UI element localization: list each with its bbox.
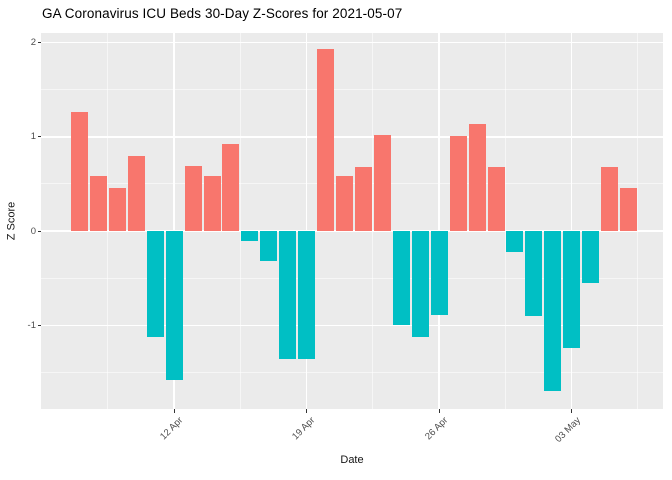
bar-negative [298,231,316,360]
x-tick-label: 26 Apr [422,415,450,443]
bar-negative [260,231,278,262]
gridline-minor-h [41,277,663,279]
bar-negative [279,231,297,360]
bar-negative [506,231,524,252]
y-tick-label: 2 [30,36,36,48]
bar-negative [430,231,448,315]
gridline-major-v [173,33,175,409]
bar-positive [468,124,486,231]
y-tick-mark [37,230,41,232]
bar-positive [354,166,372,231]
x-tick-mark [438,409,440,413]
bar-positive [127,155,145,231]
gridline-minor-v [372,33,374,409]
bar-positive [449,135,467,231]
bar-negative [563,231,581,348]
bar-positive [89,176,107,231]
gridline-major-v [570,33,573,409]
bar-positive [184,165,202,231]
bar-positive [203,176,221,231]
gridline-major-h [41,324,663,327]
bar-negative [392,231,410,326]
bar-negative [544,231,562,392]
bar-negative [525,231,543,316]
x-axis-title: Date [340,454,364,466]
y-tick-label: 0 [30,225,36,237]
y-axis-title-box: Z Score [1,33,21,409]
x-tick-label: 12 Apr [157,415,185,443]
x-tick-mark [306,409,308,413]
x-tick-mark [571,409,573,413]
bar-positive [108,187,126,231]
y-tick-label: -1 [27,319,36,331]
gridline-major-v [305,33,308,409]
gridline-minor-v [504,33,506,409]
bar-negative [411,231,429,337]
gridline-minor-v [107,33,109,409]
bar-positive [222,144,240,231]
gridline-minor-v [239,33,241,409]
bar-positive [373,134,391,231]
bar-positive [336,176,353,231]
gridline-major-v [438,33,440,409]
chart-title: GA Coronavirus ICU Beds 30-Day Z-Scores … [42,6,403,21]
bar-positive [620,187,637,231]
gridline-major-h [41,41,663,44]
bar-positive [487,166,505,231]
bar-positive [601,166,618,231]
gridline-major-h [41,230,663,232]
bar-positive [71,112,88,231]
bar-negative [582,231,600,283]
bar-negative [146,231,164,337]
bar-negative [241,231,259,242]
x-tick-label: 03 May [552,415,583,445]
gridline-minor-h [41,371,663,373]
bar-positive [317,49,335,231]
x-tick-label: 19 Apr [290,415,318,443]
plot-panel [41,33,663,409]
y-tick-mark [37,324,41,326]
gridline-major-h [41,136,663,138]
gridline-minor-h [41,89,663,91]
x-tick-mark [173,409,175,413]
bar-negative [165,231,183,380]
y-tick-mark [37,136,41,138]
y-tick-mark [37,41,41,43]
y-tick-label: 1 [30,131,36,143]
gridline-minor-v [637,33,639,409]
